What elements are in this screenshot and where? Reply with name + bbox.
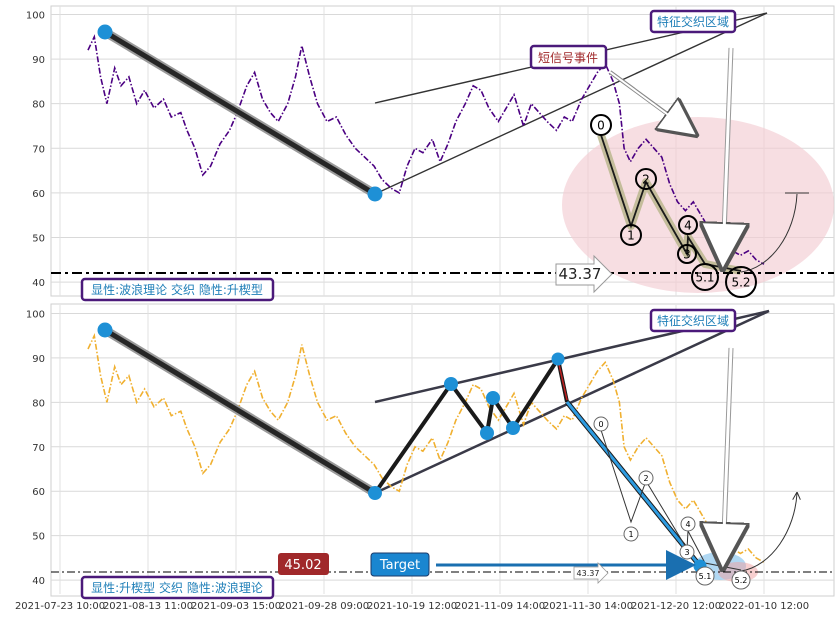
price-badge-value: 45.02 — [284, 558, 321, 573]
short-signal-box: 短信号事件 — [529, 44, 608, 70]
bottom-wave-label: 5.2 — [735, 576, 748, 585]
top-wave-labels: 0 1 2 3 4 5.1 5.2 — [590, 114, 757, 298]
bottom-y-tick-label: 50 — [32, 532, 45, 543]
x-tick-label: 2021-11-09 14:00 — [455, 601, 545, 612]
bottom-trend-line — [102, 327, 378, 496]
bottom-wave-marker-1 — [623, 526, 639, 542]
short-signal-label: 短信号事件 — [538, 51, 598, 65]
bottom-y-tick-label: 100 — [26, 309, 45, 320]
x-tick-label: 2021-08-13 11:00 — [103, 601, 193, 612]
bottom-wave-marker-4 — [680, 516, 696, 532]
x-tick-label: 2021-12-20 12:00 — [631, 601, 721, 612]
short-signal-arrow-inner — [609, 71, 691, 132]
region-down-arrow-bottom-inner — [721, 347, 733, 561]
bottom-blue-projection — [565, 401, 702, 567]
top-level-value: 43.37 — [559, 265, 602, 283]
top-wave-marker-0 — [590, 114, 612, 136]
bottom-node-5 — [486, 391, 500, 405]
bottom-curve-arrow — [740, 493, 797, 572]
bottom-info-text: 显性:升楔型 交织 隐性:波浪理论 — [91, 580, 263, 595]
top-y-ticks: 40 50 60 70 80 90 100 — [26, 10, 45, 289]
bottom-wave-marker-3 — [679, 544, 695, 560]
top-trend-end-node — [367, 186, 383, 202]
bottom-wave-marker-2 — [638, 470, 654, 486]
bottom-wave-label: 0 — [598, 420, 603, 429]
top-wave-label: 3 — [683, 248, 691, 262]
bottom-node-2 — [368, 486, 382, 500]
bottom-level-callout: 43.37 — [573, 562, 609, 584]
top-wave-label: 0 — [597, 119, 605, 133]
bottom-y-tick-label: 90 — [32, 354, 45, 365]
bottom-wave-label: 2 — [643, 474, 648, 483]
top-price-series — [87, 34, 765, 265]
top-info-text: 显性:波浪理论 交织 隐性:升楔型 — [91, 282, 263, 297]
top-trend-start-node — [97, 24, 113, 40]
bottom-y-tick-label: 70 — [32, 443, 45, 454]
bottom-node-6 — [506, 421, 520, 435]
bottom-channel-lower — [374, 309, 770, 495]
top-y-tick-label: 100 — [26, 10, 45, 21]
bottom-wave-label: 1 — [628, 530, 633, 539]
top-y-tick-label: 40 — [32, 278, 45, 289]
top-y-tick-label: 70 — [32, 144, 45, 155]
bottom-wave-label: 5.1 — [699, 572, 712, 581]
top-y-tick-label: 90 — [32, 55, 45, 66]
x-tick-label: 2021-11-30 14:00 — [543, 601, 633, 612]
bottom-node-1 — [97, 322, 113, 338]
bottom-wave-marker-5.2 — [731, 570, 751, 590]
bottom-wave-marker-0 — [593, 416, 609, 432]
x-tick-label: 2022-01-10 12:00 — [719, 601, 809, 612]
top-y-tick-label: 60 — [32, 189, 45, 200]
bottom-y-tick-label: 80 — [32, 398, 45, 409]
top-wave-marker-3 — [677, 244, 697, 264]
bottom-level-value: 43.37 — [577, 569, 600, 578]
bottom-region-label: 特征交织区域 — [657, 313, 729, 328]
bottom-wave-label: 3 — [684, 548, 689, 557]
x-tick-label: 2021-10-19 12:00 — [367, 601, 457, 612]
bottom-price-series — [87, 333, 765, 563]
x-tick-label: 2021-07-23 10:00 — [15, 601, 105, 612]
bottom-node-7 — [551, 352, 565, 366]
top-wave-marker-4 — [678, 215, 698, 235]
top-wave-marker-5.1 — [691, 263, 719, 291]
top-wave-label: 2 — [642, 173, 650, 187]
top-info-box: 显性:波浪理论 交织 隐性:升楔型 — [80, 277, 275, 302]
price-badge: 45.02 — [278, 553, 329, 575]
bottom-wave-red-accent — [557, 359, 568, 401]
bottom-wave-labels: 0 1 2 3 4 5.1 5.2 — [593, 416, 751, 590]
bottom-y-tick-label: 40 — [32, 576, 45, 587]
bottom-y-ticks: 40 50 60 70 80 90 100 — [26, 309, 45, 587]
top-channel-lower — [374, 12, 768, 195]
top-region-label-box: 特征交织区域 — [649, 9, 737, 34]
top-wave-label: 4 — [684, 219, 692, 233]
bottom-y-tick-label: 60 — [32, 487, 45, 498]
bottom-wave-marker-5.1 — [695, 566, 715, 586]
top-wave-label: 5.1 — [695, 271, 714, 285]
top-wave-label: 5.2 — [731, 276, 750, 290]
top-wave-marker-5.2 — [725, 266, 757, 298]
x-tick-label: 2021-09-03 15:00 — [191, 601, 281, 612]
bottom-info-box: 显性:升楔型 交织 隐性:波浪理论 — [80, 575, 275, 600]
top-y-tick-label: 50 — [32, 233, 45, 244]
x-tick-label: 2021-09-28 09:00 — [279, 601, 369, 612]
target-badge: Target — [370, 552, 430, 577]
bottom-wave-label: 4 — [685, 520, 690, 529]
top-region-label: 特征交织区域 — [657, 14, 729, 29]
top-y-tick-label: 80 — [32, 100, 45, 111]
top-level-callout: 43.37 — [555, 254, 613, 294]
region-down-arrow-inner — [721, 47, 733, 261]
bottom-node-3 — [444, 377, 458, 391]
top-wave-marker-1 — [620, 224, 642, 246]
bottom-node-4 — [480, 426, 494, 440]
bottom-region-label-box: 特征交织区域 — [649, 308, 737, 333]
top-wave-label: 1 — [627, 229, 635, 243]
target-label: Target — [379, 558, 420, 573]
top-wave-marker-2 — [635, 168, 657, 190]
top-trend-line — [102, 29, 378, 197]
